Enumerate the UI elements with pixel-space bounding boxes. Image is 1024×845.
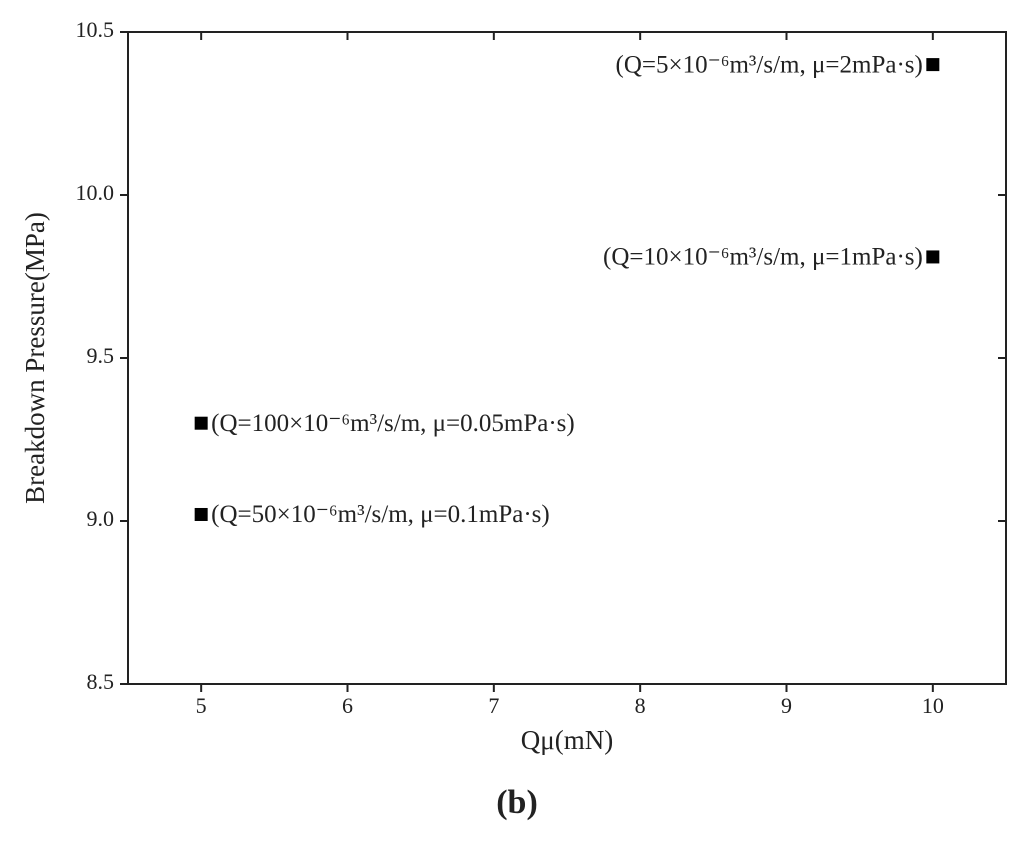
y-axis-title: Breakdown Pressure(MPa) [20,212,50,504]
y-tick-label: 9.5 [87,343,115,368]
x-axis-title: Qμ(mN) [521,725,613,755]
y-tick-label: 10.5 [76,17,115,42]
x-tick-label: 10 [922,693,944,718]
point-annotation: (Q=100×10⁻⁶m³/s/m, μ=0.05mPa·s) [211,410,575,437]
data-point [194,416,208,430]
point-annotation: (Q=10×10⁻⁶m³/s/m, μ=1mPa·s) [603,244,923,271]
y-tick-label: 9.0 [87,506,115,531]
x-tick-label: 9 [781,693,792,718]
x-tick-label: 6 [342,693,353,718]
data-point [194,507,208,521]
chart-title: (b) [496,784,538,821]
plot-frame [127,31,1007,685]
point-annotation: (Q=50×10⁻⁶m³/s/m, μ=0.1mPa·s) [211,501,550,528]
data-point [926,250,940,264]
point-annotation: (Q=5×10⁻⁶m³/s/m, μ=2mPa·s) [616,51,923,78]
y-tick-label: 8.5 [87,669,115,694]
x-tick-label: 7 [488,693,499,718]
x-tick-label: 5 [196,693,207,718]
data-point [926,58,940,72]
y-tick-label: 10.0 [76,180,115,205]
x-tick-label: 8 [635,693,646,718]
